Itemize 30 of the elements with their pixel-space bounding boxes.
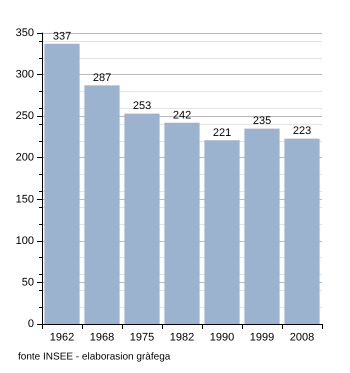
y-tick-label: 50 — [22, 276, 34, 288]
y-tick-label: 0 — [28, 318, 34, 330]
data-label: 337 — [52, 30, 72, 42]
y-tick-label: 100 — [16, 234, 34, 247]
bar — [244, 128, 280, 324]
y-tick-label: 250 — [16, 110, 34, 122]
x-tick-label: 1982 — [170, 332, 194, 344]
x-tick-label: 1968 — [90, 332, 114, 344]
y-tick-label: 200 — [16, 152, 34, 164]
data-label: 223 — [292, 125, 312, 138]
data-label: 253 — [132, 100, 152, 112]
y-tick-label: 350 — [16, 27, 34, 39]
y-tick-label: 150 — [16, 193, 34, 206]
y-tick-label: 300 — [16, 68, 34, 81]
data-label: 221 — [212, 126, 232, 139]
data-label: 287 — [92, 72, 112, 84]
source-note: fonte INSEE - elaborasion gràfega — [18, 352, 171, 362]
x-tick-label: 2008 — [290, 332, 314, 344]
data-label: 235 — [252, 115, 272, 128]
bar — [164, 122, 200, 324]
x-tick-label: 1990 — [210, 332, 234, 344]
bar — [204, 140, 240, 324]
bar — [284, 138, 320, 324]
x-tick-label: 1975 — [130, 332, 154, 344]
x-tick-label: 1999 — [250, 332, 274, 344]
bar — [44, 44, 80, 324]
data-label: 242 — [172, 109, 192, 122]
bar — [124, 114, 160, 324]
bar — [84, 85, 120, 324]
x-tick-label: 1962 — [50, 332, 74, 344]
